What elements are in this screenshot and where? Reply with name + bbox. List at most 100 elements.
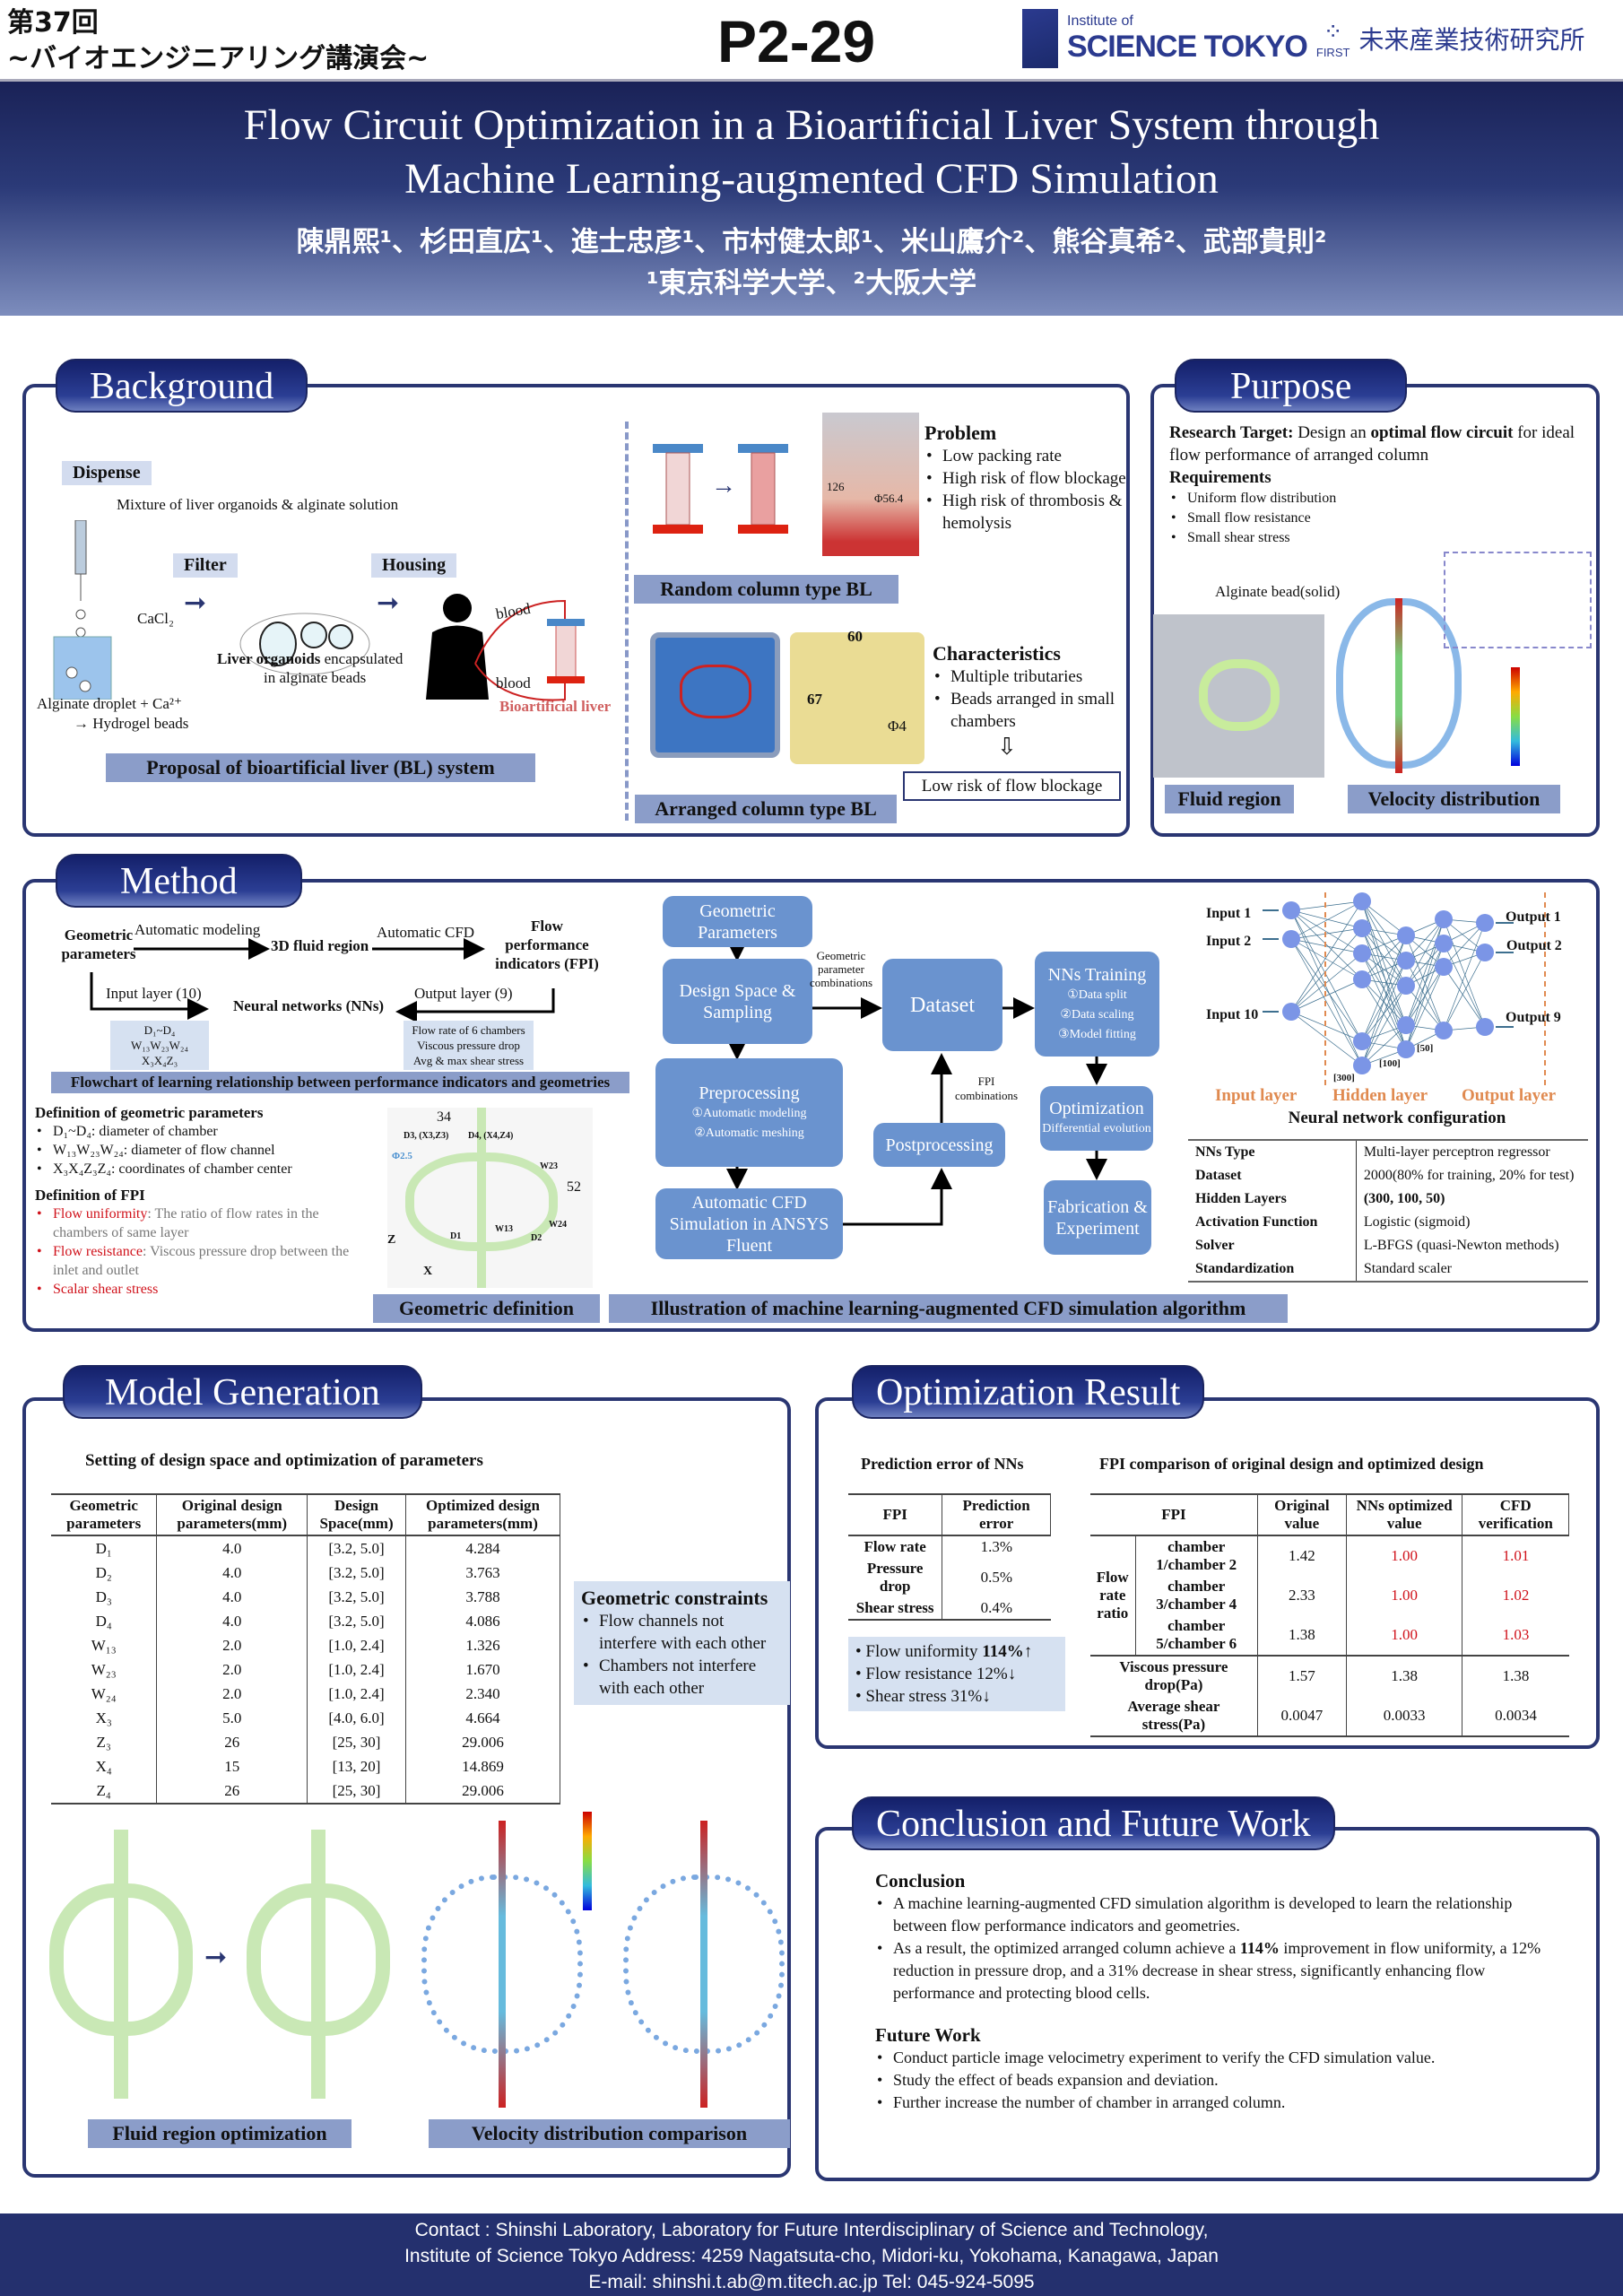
table-row: Average shear stress(Pa) 0.0047 0.0033 0.00… — [1090, 1696, 1569, 1736]
table-key: Standardization — [1188, 1257, 1357, 1282]
nn-connection — [1290, 938, 1363, 1042]
dots-icon: ⁘ — [1323, 18, 1343, 45]
nn-connection — [1361, 978, 1407, 1026]
table-cell: 0.5% — [980, 1569, 1013, 1586]
nn-connection — [1290, 1011, 1363, 1042]
constraints-title: Geometric constraints — [581, 1587, 768, 1609]
original-fluid-channel — [114, 1830, 128, 2099]
dispense-label: Dispense — [62, 461, 152, 485]
footer-line: Contact : Shinshi Laboratory, Laboratory… — [414, 2220, 1209, 2240]
arranged-column-photo — [790, 632, 924, 764]
target-bold: optimal flow circuit — [1370, 423, 1514, 442]
table-cell: 1.38 — [1257, 1615, 1347, 1656]
table-cell: 5.0 — [156, 1706, 308, 1730]
table-cell: [25, 30] — [307, 1779, 406, 1804]
nn-config-table: NNs Type Multi-layer perceptron regressor… — [1188, 1139, 1588, 1283]
table-cell: [3.2, 5.0] — [307, 1561, 406, 1585]
table-cell: 4.0 — [156, 1535, 308, 1561]
housing-label: Housing — [371, 553, 457, 578]
footer-line: Institute of Science Tokyo Address: 4259… — [404, 2246, 1219, 2266]
fc-output-item: Flow rate of 6 chambers — [412, 1023, 525, 1037]
event-number: 第37回 — [7, 7, 99, 39]
mixture-text: Mixture of liver organoids & alginate so… — [117, 496, 399, 513]
problem-item: High risk of flow blockage — [924, 467, 1126, 490]
table-key: Hidden Layers — [1188, 1187, 1357, 1211]
caption-random-column: Random column type BL — [634, 575, 898, 604]
table-header-row: FPI Original value NNs optimized value CFD … — [1090, 1494, 1569, 1535]
table-cell: 1.3% — [980, 1538, 1013, 1555]
event-title: ~バイオエンジニアリング講演会~ — [7, 43, 430, 74]
institution-logos: Institute of SCIENCE TOKYO ⁘ FIRST 未来産業技術研… — [1022, 9, 1584, 68]
arranged-column-illustration — [650, 632, 780, 758]
nn-connection — [1290, 952, 1363, 1013]
table-cell: 0.0034 — [1495, 1707, 1537, 1724]
table-row: Dataset 2000(80% for training, 20% for te… — [1188, 1164, 1588, 1187]
conclusion-content: Conclusion A machine learning-augmented … — [875, 1870, 1557, 2114]
column-header: Optimized design parameters(mm) — [405, 1494, 560, 1535]
fc-output-item: Avg & max shear stress — [412, 1054, 525, 1067]
optimization-sub: Differential evolution — [1042, 1122, 1151, 1135]
organoids-bold: Liver organoids — [217, 650, 321, 667]
nn-connection — [1405, 918, 1445, 987]
table-header-row: FPI Prediction error — [848, 1494, 1051, 1535]
table-cell: X₃ — [51, 1706, 158, 1730]
design-parameter-table: Geometric parameters Original design para… — [51, 1493, 560, 1805]
blood-label-bottom: blood — [496, 674, 531, 691]
table-cell: W₂₃ — [51, 1657, 158, 1682]
table-cell: W₂₄ — [51, 1682, 158, 1706]
organoids-text-line2: in alginate beads — [264, 669, 367, 686]
problem-title: Problem — [924, 422, 997, 444]
characteristics-item: Beads arranged in small chambers — [933, 688, 1125, 733]
geometric-definition-image: 34 52 D3, (X3,Z3) D4, (X4,Z4) Φ2.5 W23 W… — [387, 1108, 593, 1288]
characteristics-title: Characteristics — [933, 642, 1061, 665]
table-cell: 0.0047 — [1257, 1696, 1347, 1736]
fc-output-item: Viscous pressure drop — [417, 1039, 520, 1052]
table-cell: [3.2, 5.0] — [307, 1585, 406, 1609]
nn-node — [1353, 919, 1371, 937]
arrow-down-icon: ↓ — [982, 1687, 991, 1706]
label-d1: D1 — [450, 1231, 462, 1241]
alginate-bead-label: Alginate bead(solid) — [1215, 583, 1341, 600]
nn-connection — [1290, 927, 1363, 1013]
fc-neural-networks: Neural networks (NNs) — [233, 997, 385, 1014]
table-cell: 0.0033 — [1346, 1696, 1463, 1736]
dim-phi56: Φ56.4 — [874, 491, 904, 505]
footer-contact: Contact : Shinshi Laboratory, Laboratory… — [0, 2213, 1623, 2296]
table-value: Standard scaler — [1363, 1261, 1452, 1276]
constraints-list: Flow channels not interfere with each ot… — [581, 1610, 783, 1700]
arrow-down-icon: ⇩ — [997, 734, 1017, 760]
fc-input-item: X₃X₄Z₃ — [141, 1054, 178, 1067]
nn-connection — [1290, 900, 1363, 911]
pred-title: Prediction error of NNs — [861, 1455, 1024, 1473]
nn-size-50: [50] — [1417, 1043, 1434, 1054]
arrow-up-icon: ↑ — [1023, 1642, 1033, 1661]
table-row: Flow rate ratio chamber 1/chamber 2 1.42 1.… — [1090, 1535, 1569, 1656]
nn-connection — [1361, 900, 1407, 961]
table-row: Activation Function Logistic (sigmoid) — [1188, 1211, 1588, 1234]
def-fpi-list: Flow uniformity: The ratio of flow rates… — [35, 1205, 371, 1299]
constraints-box: Geometric constraints Flow channels not … — [574, 1581, 790, 1705]
caption-fluid-optimization: Fluid region optimization — [88, 2119, 352, 2148]
table-row: X₄ 15 [13, 20] 14.869 — [51, 1754, 560, 1779]
table-cell: W₁₃ — [51, 1633, 158, 1657]
nn-node — [1476, 944, 1494, 961]
training-step: ③Model fitting — [1058, 1027, 1136, 1041]
target-text: Design an — [1293, 423, 1371, 442]
purpose-tab: Purpose — [1175, 359, 1408, 413]
optimization-tab: Optimization Result — [852, 1365, 1205, 1419]
table-cell: D₄ — [51, 1609, 158, 1633]
alginate-text: Alginate droplet + Ca²⁺ — [37, 695, 182, 712]
target-label: Research Target: — [1169, 423, 1294, 442]
table-cell: 1.326 — [405, 1633, 560, 1657]
table-cell: 2.0 — [156, 1682, 308, 1706]
box-optimization: Optimization Differential evolution — [1040, 1086, 1153, 1151]
pre-step: ②Automatic meshing — [694, 1126, 804, 1140]
table-cell: 1.00 — [1346, 1576, 1463, 1615]
nn-node — [1282, 901, 1300, 919]
nn-node — [1476, 914, 1494, 932]
nn-connection — [1405, 943, 1445, 987]
fc-geometric-parameters: Geometric parameters — [61, 926, 136, 962]
fc-outputs-box: Flow rate of 6 chambers Viscous pressure … — [404, 1021, 534, 1070]
requirement-item: Uniform flow distribution — [1169, 489, 1336, 509]
footer-email[interactable]: E-mail: shinshi.t.ab@m.titech.ac.jp Tel:… — [588, 2272, 1035, 2292]
